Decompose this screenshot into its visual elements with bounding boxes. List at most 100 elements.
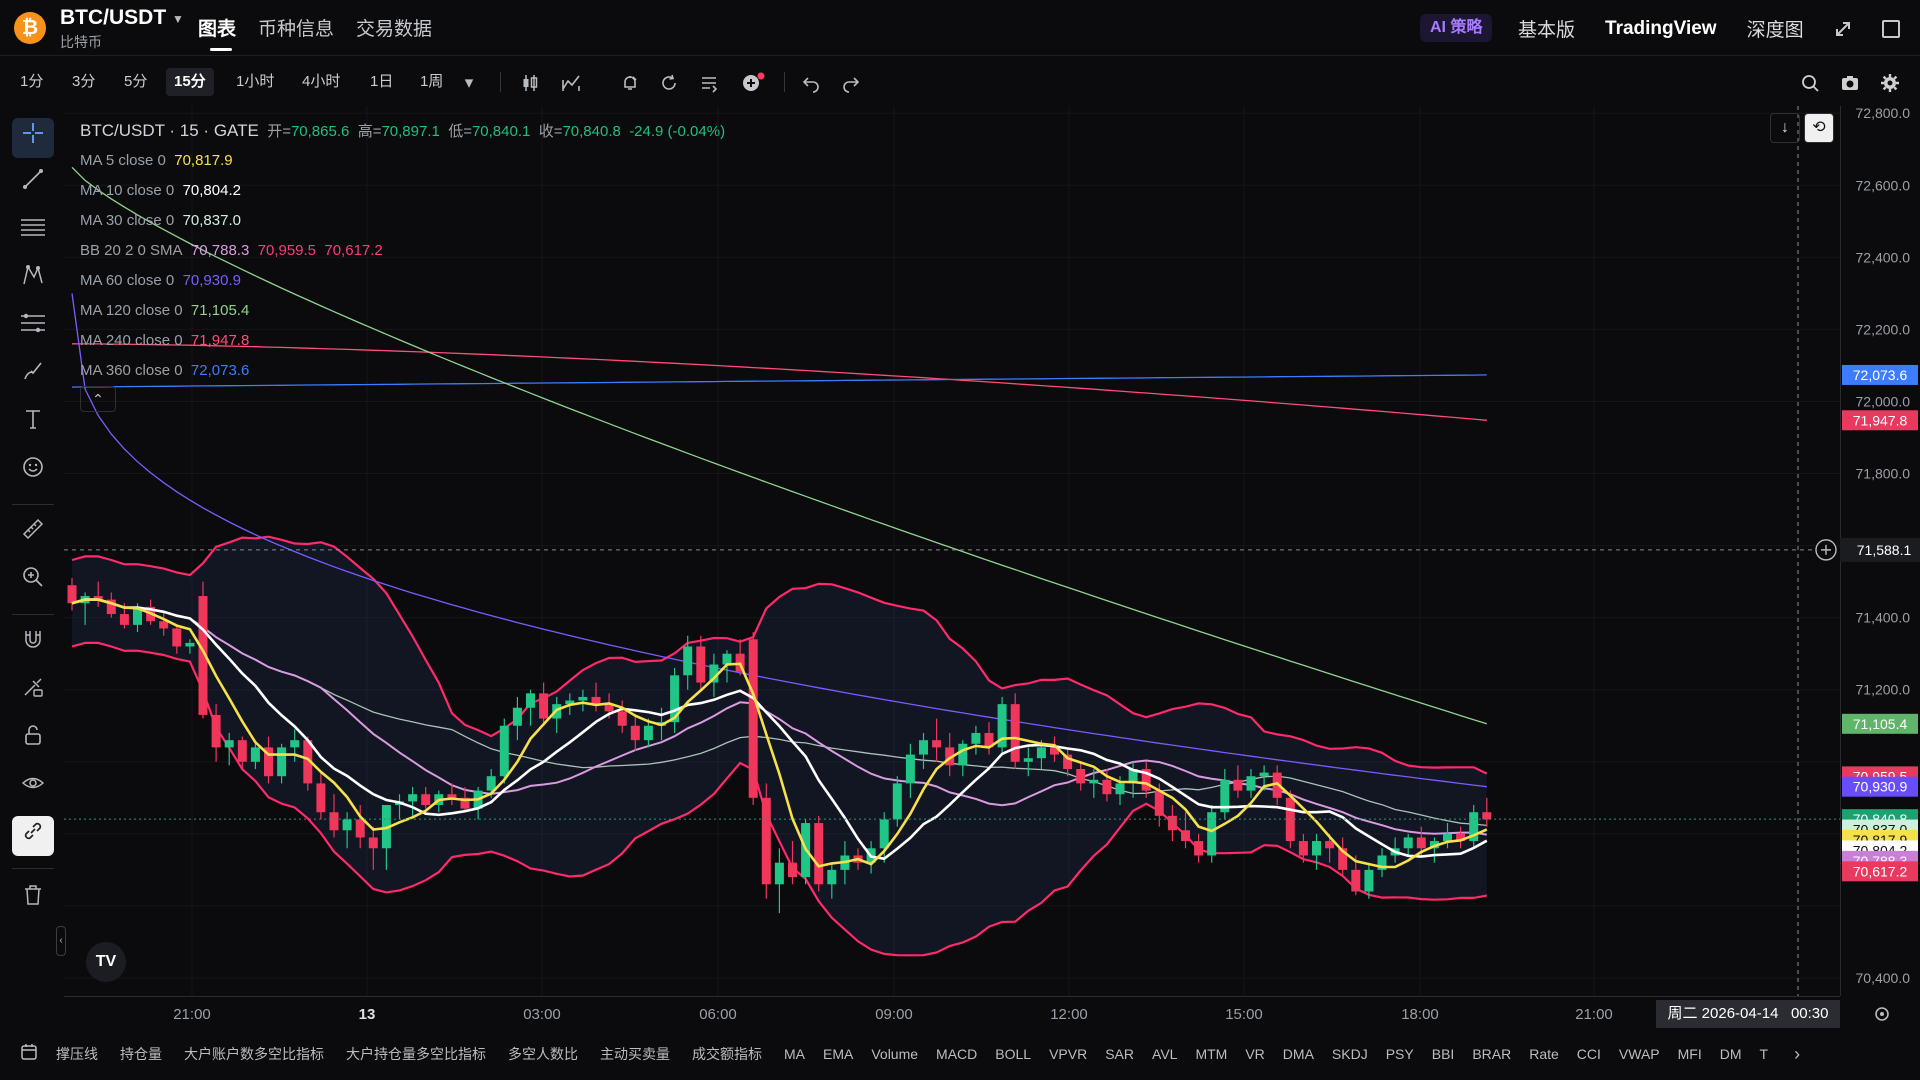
tab-trade-data[interactable]: 交易数据: [356, 19, 433, 40]
tab-chart[interactable]: 图表: [198, 14, 236, 51]
legend-ma60[interactable]: MA 60 close 0 70,930.9: [80, 266, 725, 296]
indicator-item[interactable]: PSY: [1385, 1046, 1414, 1062]
zoom-in-icon[interactable]: [12, 562, 54, 602]
indicator-item[interactable]: MFI: [1677, 1046, 1702, 1062]
timeframe-3m[interactable]: 3分: [72, 73, 96, 90]
timeframe-5m[interactable]: 5分: [124, 73, 148, 90]
depth-chart-link[interactable]: 深度图: [1746, 20, 1804, 41]
indicator-item[interactable]: MA: [784, 1046, 805, 1062]
timeframe-4h[interactable]: 4小时: [302, 73, 341, 90]
timeframe-1w[interactable]: 1周: [420, 73, 444, 90]
reset-chart-button[interactable]: ⟲: [1804, 113, 1834, 143]
indicator-item[interactable]: BRAR: [1472, 1046, 1512, 1062]
indicator-item[interactable]: 多空人数比: [508, 1046, 578, 1062]
chart-legend: BTC/USDT · 15 · GATE 开=70,865.6 高=70,897…: [80, 116, 725, 386]
link-icon[interactable]: [12, 816, 54, 856]
chevron-down-icon[interactable]: ▾: [464, 73, 474, 92]
indicator-item[interactable]: 成交额指标: [692, 1046, 762, 1062]
eye-icon[interactable]: [12, 768, 54, 808]
time-tick-label: 03:00: [523, 1006, 561, 1023]
crosshair-icon[interactable]: [12, 118, 54, 158]
legend-ma30[interactable]: MA 30 close 0 70,837.0: [80, 206, 725, 236]
price-chart[interactable]: [64, 106, 1840, 996]
legend-ma10[interactable]: MA 10 close 0 70,804.2: [80, 176, 725, 206]
indicator-item[interactable]: AVL: [1152, 1046, 1178, 1062]
window-icon[interactable]: [1881, 19, 1900, 38]
expand-icon[interactable]: [1834, 20, 1852, 38]
indicators-icon[interactable]: [560, 72, 582, 94]
lock-drawing-icon[interactable]: [12, 672, 54, 712]
pair-selector[interactable]: BTC/USDT: [60, 6, 167, 29]
alert-icon[interactable]: [619, 72, 641, 94]
search-icon[interactable]: [1799, 72, 1821, 94]
add-plus-icon[interactable]: [740, 72, 765, 94]
indicator-item[interactable]: EMA: [823, 1046, 854, 1062]
view-switcher: 基本版 TradingView 深度图: [1518, 15, 1900, 42]
ai-strategy-button[interactable]: AI 策略: [1420, 14, 1493, 42]
undo-icon[interactable]: [800, 72, 822, 94]
gear-icon[interactable]: [1879, 72, 1901, 94]
indicator-item[interactable]: T: [1759, 1046, 1769, 1062]
indicator-item[interactable]: 撑压线: [56, 1046, 98, 1062]
indicator-item[interactable]: SKDJ: [1331, 1046, 1368, 1062]
unlock-icon[interactable]: [12, 720, 54, 760]
legend-ma5[interactable]: MA 5 close 0 70,817.9: [80, 146, 725, 176]
tradingview-link[interactable]: TradingView: [1605, 17, 1717, 39]
indicator-item[interactable]: 大户持仓量多空比指标: [346, 1046, 486, 1062]
camera-icon[interactable]: [1839, 72, 1861, 94]
time-axis[interactable]: 21:00 13 03:00 06:00 09:00 12:00 15:00 18:00 21:…: [64, 996, 1840, 1030]
timeframe-1d[interactable]: 1日: [370, 73, 394, 90]
brush-icon[interactable]: [12, 356, 54, 396]
magnet-icon[interactable]: [12, 624, 54, 664]
indicator-item[interactable]: DMA: [1282, 1046, 1314, 1062]
axis-settings-icon[interactable]: [1868, 1000, 1896, 1028]
collapse-toolbar-handle[interactable]: ‹: [56, 926, 66, 956]
scroll-to-latest-button[interactable]: ↓: [1770, 113, 1800, 143]
text-tool-icon[interactable]: [12, 404, 54, 444]
timeframe-1m[interactable]: 1分: [20, 73, 44, 90]
calendar-icon[interactable]: [20, 1043, 38, 1066]
basic-view-link[interactable]: 基本版: [1518, 20, 1576, 41]
trash-icon[interactable]: [12, 880, 54, 920]
indicator-item[interactable]: 主动买卖量: [600, 1046, 670, 1062]
indicator-item[interactable]: MTM: [1195, 1046, 1228, 1062]
trendline-icon[interactable]: [12, 164, 54, 204]
indicator-item[interactable]: 持仓量: [120, 1046, 162, 1062]
indicator-item[interactable]: SAR: [1105, 1046, 1135, 1062]
time-tick-label: 09:00: [875, 1006, 913, 1023]
emoji-icon[interactable]: [12, 452, 54, 492]
redo-icon[interactable]: [840, 72, 862, 94]
templates-icon[interactable]: [698, 72, 720, 94]
indicator-item[interactable]: 大户账户数多空比指标: [184, 1046, 324, 1062]
tab-coin-info[interactable]: 币种信息: [258, 19, 335, 40]
indicator-item[interactable]: MACD: [936, 1046, 978, 1062]
candle-type-icon[interactable]: [519, 72, 541, 94]
indicator-item[interactable]: VR: [1245, 1046, 1265, 1062]
chevron-down-icon[interactable]: ▼: [172, 12, 184, 26]
indicator-item[interactable]: VWAP: [1618, 1046, 1660, 1062]
indicator-item[interactable]: CCI: [1576, 1046, 1601, 1062]
timeframe-15m[interactable]: 15分: [166, 68, 214, 96]
indicator-item[interactable]: BBI: [1431, 1046, 1455, 1062]
ruler-icon[interactable]: [12, 514, 54, 554]
legend-collapse-button[interactable]: ⌃: [80, 386, 116, 412]
legend-bb[interactable]: BB 20 2 0 SMA 70,788.3 70,959.5 70,617.2: [80, 236, 725, 266]
chevron-right-icon[interactable]: ›: [1794, 1043, 1801, 1064]
candle-bearish: [748, 639, 758, 798]
legend-ma120[interactable]: MA 120 close 0 71,105.4: [80, 296, 725, 326]
legend-ma240[interactable]: MA 240 close 0 71,947.8: [80, 326, 725, 356]
indicator-item[interactable]: DM: [1719, 1046, 1742, 1062]
indicator-item[interactable]: Volume: [871, 1046, 919, 1062]
timeframe-1h[interactable]: 1小时: [236, 73, 275, 90]
candle-bullish: [1246, 776, 1256, 791]
indicator-item[interactable]: Rate: [1529, 1046, 1559, 1062]
replay-icon[interactable]: [658, 72, 680, 94]
indicator-item[interactable]: VPVR: [1049, 1046, 1088, 1062]
indicator-item[interactable]: BOLL: [995, 1046, 1032, 1062]
fibonacci-icon[interactable]: [12, 308, 54, 348]
pattern-tool-icon[interactable]: [12, 260, 54, 300]
horizontal-lines-icon[interactable]: [12, 212, 54, 252]
legend-value: 70,804.2: [182, 182, 241, 199]
candle-bullish: [1443, 833, 1452, 842]
legend-ma360[interactable]: MA 360 close 0 72,073.6: [80, 356, 725, 386]
